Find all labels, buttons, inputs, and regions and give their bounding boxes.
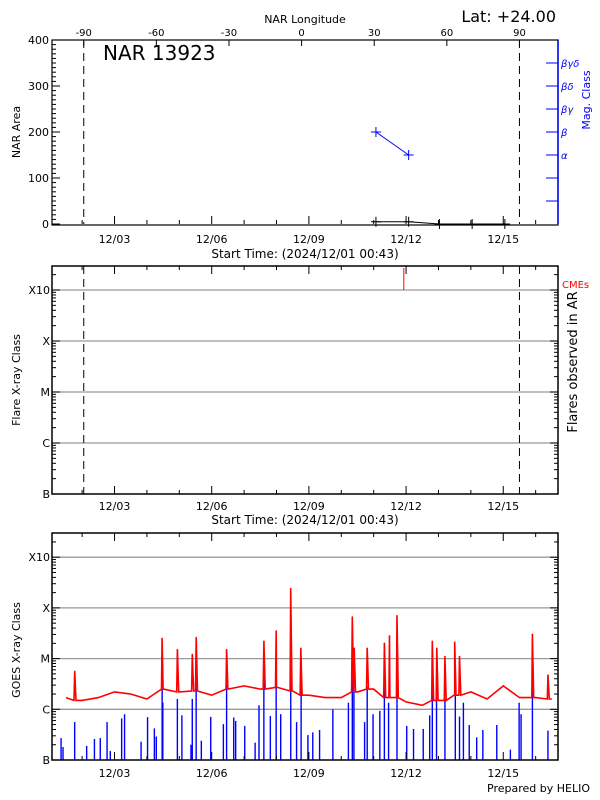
y-tick-label: X10 (28, 551, 50, 564)
goes-long-peak (225, 648, 228, 651)
x-tick-label: 12/15 (487, 767, 519, 780)
y-axis-label: GOES X-ray Class (10, 602, 23, 698)
goes-long-peak (263, 640, 265, 643)
panel-goes: GOES X-ray Class Prepared by HELIO B C M X X… (10, 532, 590, 795)
goes-long-peak (453, 641, 456, 644)
x-tick-label: 12/12 (390, 767, 422, 780)
y2-tick-label: α (561, 151, 568, 162)
top-axis-label: NAR Longitude (264, 13, 346, 26)
x-tick-label: 12/06 (196, 500, 228, 513)
goes-long-peak (161, 637, 163, 640)
top-x-tick-label: 0 (298, 28, 304, 39)
x-tick-label: 12/15 (487, 500, 519, 513)
y-tick-label: X (42, 602, 50, 615)
goes-long-peak (431, 640, 434, 643)
nar-area-point (467, 219, 478, 229)
x-tick-label: 12/03 (99, 500, 131, 513)
x-tick-label: 12/09 (293, 500, 325, 513)
goes-long-peak (436, 647, 438, 650)
y2-tick-label: βδ (560, 82, 574, 93)
top-x-tick-label: 60 (440, 28, 453, 39)
panel-nar-area: NAR 13923 Lat: +24.00 NAR Longitude Star… (10, 7, 593, 261)
goes-long-peak (299, 647, 302, 650)
nar-area-point (403, 216, 414, 227)
goes-long-peak (547, 674, 549, 677)
y-tick-label: M (41, 653, 51, 666)
y-tick-label: C (42, 703, 50, 716)
mag-class-point (403, 150, 414, 160)
y2-axis-label: Flares observed in AR (566, 291, 581, 432)
goes-long-peak (191, 653, 194, 656)
y-tick-label: 200 (28, 126, 49, 139)
y2-tick-label: βγδ (560, 59, 579, 70)
top-x-tick-label: 30 (368, 28, 381, 39)
x-tick-label: 12/15 (487, 233, 519, 246)
y2-tick-label: βγ (560, 105, 574, 116)
goes-long-peak (444, 655, 446, 658)
y-tick-label: B (42, 754, 50, 767)
x-tick-label: 12/09 (293, 233, 325, 246)
panel-flares: Start Time: (2024/12/01 00:43) Flare X-r… (10, 265, 589, 527)
nar-area-point (499, 219, 510, 229)
x-tick-label: 12/03 (99, 767, 131, 780)
footer-credit: Prepared by HELIO (487, 782, 590, 795)
x-tick-label: 12/12 (390, 233, 422, 246)
goes-long-peak (396, 614, 398, 617)
y2-axis-label: Mag. Class (580, 70, 593, 129)
y2-tick-label: β (560, 128, 568, 139)
panel-title: NAR 13923 (103, 41, 216, 65)
nar-area-point (434, 219, 445, 229)
y-tick-label: 300 (28, 80, 49, 93)
x-tick-label: 12/06 (196, 767, 228, 780)
x-axis-label: Start Time: (2024/12/01 00:43) (211, 513, 398, 527)
goes-long-peak (383, 642, 386, 645)
mag-class-line (375, 131, 409, 156)
y-tick-label: 0 (42, 218, 49, 231)
y-axis-label: Flare X-ray Class (10, 334, 23, 426)
plot-frame (51, 265, 559, 495)
goes-long-peak (289, 587, 292, 590)
x-tick-label: 12/09 (293, 767, 325, 780)
goes-long-peak (388, 635, 391, 637)
goes-long-peak (73, 670, 76, 673)
y-tick-label: B (42, 488, 50, 501)
x-axis-label: Start Time: (2024/12/01 00:43) (211, 247, 398, 261)
y-tick-label: X10 (28, 284, 50, 297)
top-x-tick-label: -30 (221, 28, 237, 39)
top-x-tick-label: 90 (513, 28, 526, 39)
latitude-annotation: Lat: +24.00 (461, 7, 556, 26)
goes-long-peak (275, 630, 277, 632)
y-tick-label: 400 (28, 34, 49, 47)
nar-area-point (370, 216, 381, 227)
y-tick-label: C (42, 437, 50, 450)
goes-long-peak (531, 633, 534, 636)
goes-long-peak (353, 647, 356, 650)
y-tick-label: X (42, 335, 50, 348)
plot-frame (51, 532, 559, 761)
top-x-tick-label: -90 (76, 28, 92, 39)
x-tick-label: 12/12 (390, 500, 422, 513)
goes-long-peak (366, 647, 368, 650)
cme-label: CMEs (562, 280, 589, 291)
y-tick-label: 100 (28, 172, 49, 185)
goes-long-peak (458, 655, 461, 658)
x-tick-label: 12/06 (196, 233, 228, 246)
goes-long-peak (351, 616, 354, 618)
mag-class-point (370, 127, 381, 137)
y-axis-label: NAR Area (10, 106, 23, 158)
y-tick-label: M (41, 386, 51, 399)
goes-long-peak (195, 636, 197, 639)
goes-long-peak (176, 648, 179, 651)
x-tick-label: 12/03 (99, 233, 131, 246)
top-x-tick-label: -60 (148, 28, 164, 39)
